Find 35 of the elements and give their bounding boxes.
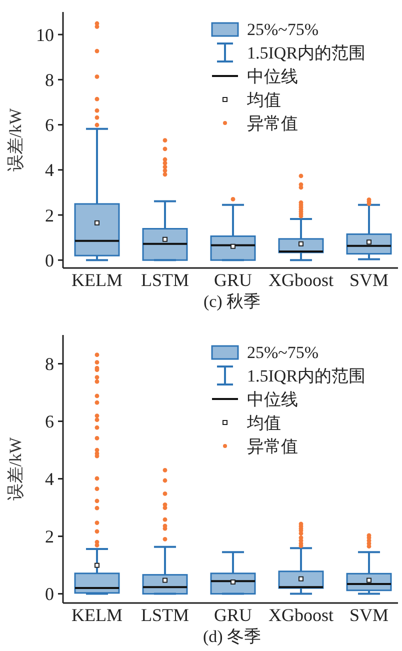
y-axis-title: 误差/kW xyxy=(6,436,25,501)
y-tick-label: 2 xyxy=(45,526,54,547)
x-tick-label: LSTM xyxy=(140,270,190,290)
x-tick-label: LSTM xyxy=(140,605,190,625)
x-tick-label: GRU xyxy=(214,270,252,290)
x-tick-label: SVM xyxy=(349,605,389,625)
y-tick-label: 8 xyxy=(45,354,54,374)
y-axis-title: 误差/kW xyxy=(6,107,25,172)
x-tick-label: SVM xyxy=(349,270,389,290)
x-tick-label: GRU xyxy=(214,605,252,625)
annotation: 异常值 xyxy=(247,114,298,133)
y-tick-label: 4 xyxy=(45,469,54,490)
annotation: 均值 xyxy=(246,413,281,432)
y-tick-label: 6 xyxy=(45,115,54,136)
y-tick-label: 0 xyxy=(45,584,54,604)
annotation: 均值 xyxy=(246,90,281,110)
y-tick-label: 10 xyxy=(36,24,54,45)
y-tick-label: 0 xyxy=(45,250,54,270)
x-tick-label: KELM xyxy=(72,605,122,625)
y-tick-label: 8 xyxy=(45,70,54,90)
annotation: 1.5IQR内的范围 xyxy=(247,366,366,386)
y-tick-label: 4 xyxy=(45,160,54,180)
annotation: 25%~75% xyxy=(247,20,319,39)
annotation: 25%~75% xyxy=(247,342,319,362)
annotation: 异常值 xyxy=(247,436,298,456)
text: (c) 秋季 xyxy=(203,292,261,311)
y-tick-label: 6 xyxy=(45,412,54,432)
annotation: 中位线 xyxy=(247,66,298,86)
y-tick-label: 2 xyxy=(45,205,54,226)
x-tick-label: XGboost xyxy=(268,270,334,290)
annotation: 中位线 xyxy=(247,390,298,409)
x-tick-label: XGboost xyxy=(268,605,334,625)
x-tick-label: KELM xyxy=(72,270,122,290)
text: (d) 冬季 xyxy=(202,627,262,646)
annotation: 1.5IQR内的范围 xyxy=(247,43,366,62)
